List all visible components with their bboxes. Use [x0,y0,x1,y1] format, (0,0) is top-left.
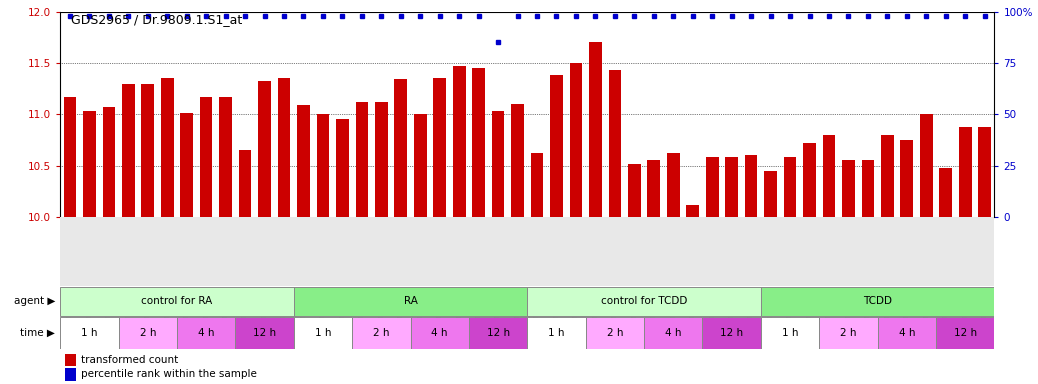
Bar [453,66,465,217]
Text: control for TCDD: control for TCDD [601,296,687,306]
Bar [667,153,680,217]
Bar [512,104,524,217]
Text: 4 h: 4 h [665,328,682,338]
Text: 2 h: 2 h [139,328,156,338]
Bar [585,318,644,349]
Text: 2 h: 2 h [606,328,623,338]
Text: percentile rank within the sample: percentile rank within the sample [81,369,256,379]
Text: GDS2965 / Dr.9809.1.S1_at: GDS2965 / Dr.9809.1.S1_at [71,13,242,26]
Text: 1 h: 1 h [315,328,331,338]
Bar [336,119,349,217]
Bar [936,318,994,349]
Bar [352,318,410,349]
Bar [83,111,95,217]
Text: RA: RA [404,296,417,306]
Text: 1 h: 1 h [548,328,565,338]
Bar [64,368,76,381]
Bar [181,113,193,217]
Bar [979,127,991,217]
Bar [877,318,936,349]
Text: 4 h: 4 h [198,328,215,338]
Bar [141,84,154,217]
Bar [644,318,703,349]
Bar [176,318,236,349]
Bar [550,75,563,217]
Bar [64,354,76,366]
Text: 12 h: 12 h [253,328,276,338]
Bar [200,97,213,217]
Bar [862,161,874,217]
Bar [959,127,972,217]
Text: 2 h: 2 h [840,328,856,338]
Text: 2 h: 2 h [373,328,389,338]
Bar [492,111,504,217]
Bar [608,70,621,217]
Bar [761,287,994,316]
Bar [761,318,819,349]
Bar [726,157,738,217]
Bar [764,171,776,217]
Text: control for RA: control for RA [141,296,213,306]
Bar [469,318,527,349]
Bar [297,105,309,217]
Text: 12 h: 12 h [487,328,510,338]
Text: agent ▶: agent ▶ [13,296,55,306]
Bar [570,63,582,217]
Text: transformed count: transformed count [81,355,177,365]
Bar [375,102,387,217]
Bar [258,81,271,217]
Bar [823,135,836,217]
Bar [703,318,761,349]
Bar [356,102,368,217]
Bar [60,318,118,349]
Bar [219,97,231,217]
Bar [411,318,469,349]
Bar [118,318,176,349]
Text: time ▶: time ▶ [20,328,55,338]
Bar [60,287,294,316]
Text: 4 h: 4 h [432,328,448,338]
Bar [236,318,294,349]
Text: 12 h: 12 h [954,328,977,338]
Bar [803,143,816,217]
Bar [920,114,932,217]
Bar [530,153,543,217]
Bar [527,287,761,316]
Bar [122,84,135,217]
Bar [317,114,329,217]
Bar [881,135,894,217]
Bar [434,78,446,217]
Bar [294,287,527,316]
Bar [745,156,758,217]
Bar [686,205,699,217]
Text: TCDD: TCDD [864,296,892,306]
Bar [239,150,251,217]
Bar [394,79,407,217]
Bar [648,161,660,217]
Bar [414,114,427,217]
Bar [472,68,485,217]
Bar [103,107,115,217]
Bar [842,161,854,217]
Text: 1 h: 1 h [782,328,798,338]
Bar [294,318,352,349]
Text: 1 h: 1 h [81,328,98,338]
Bar [63,97,76,217]
Bar [278,78,291,217]
Bar [784,157,796,217]
Bar [161,78,173,217]
Bar [819,318,878,349]
Bar [527,318,585,349]
Bar [901,140,913,217]
Text: 4 h: 4 h [899,328,916,338]
Bar [939,168,952,217]
Bar [590,42,602,217]
Bar [706,157,718,217]
Bar [628,164,640,217]
Text: 12 h: 12 h [720,328,743,338]
